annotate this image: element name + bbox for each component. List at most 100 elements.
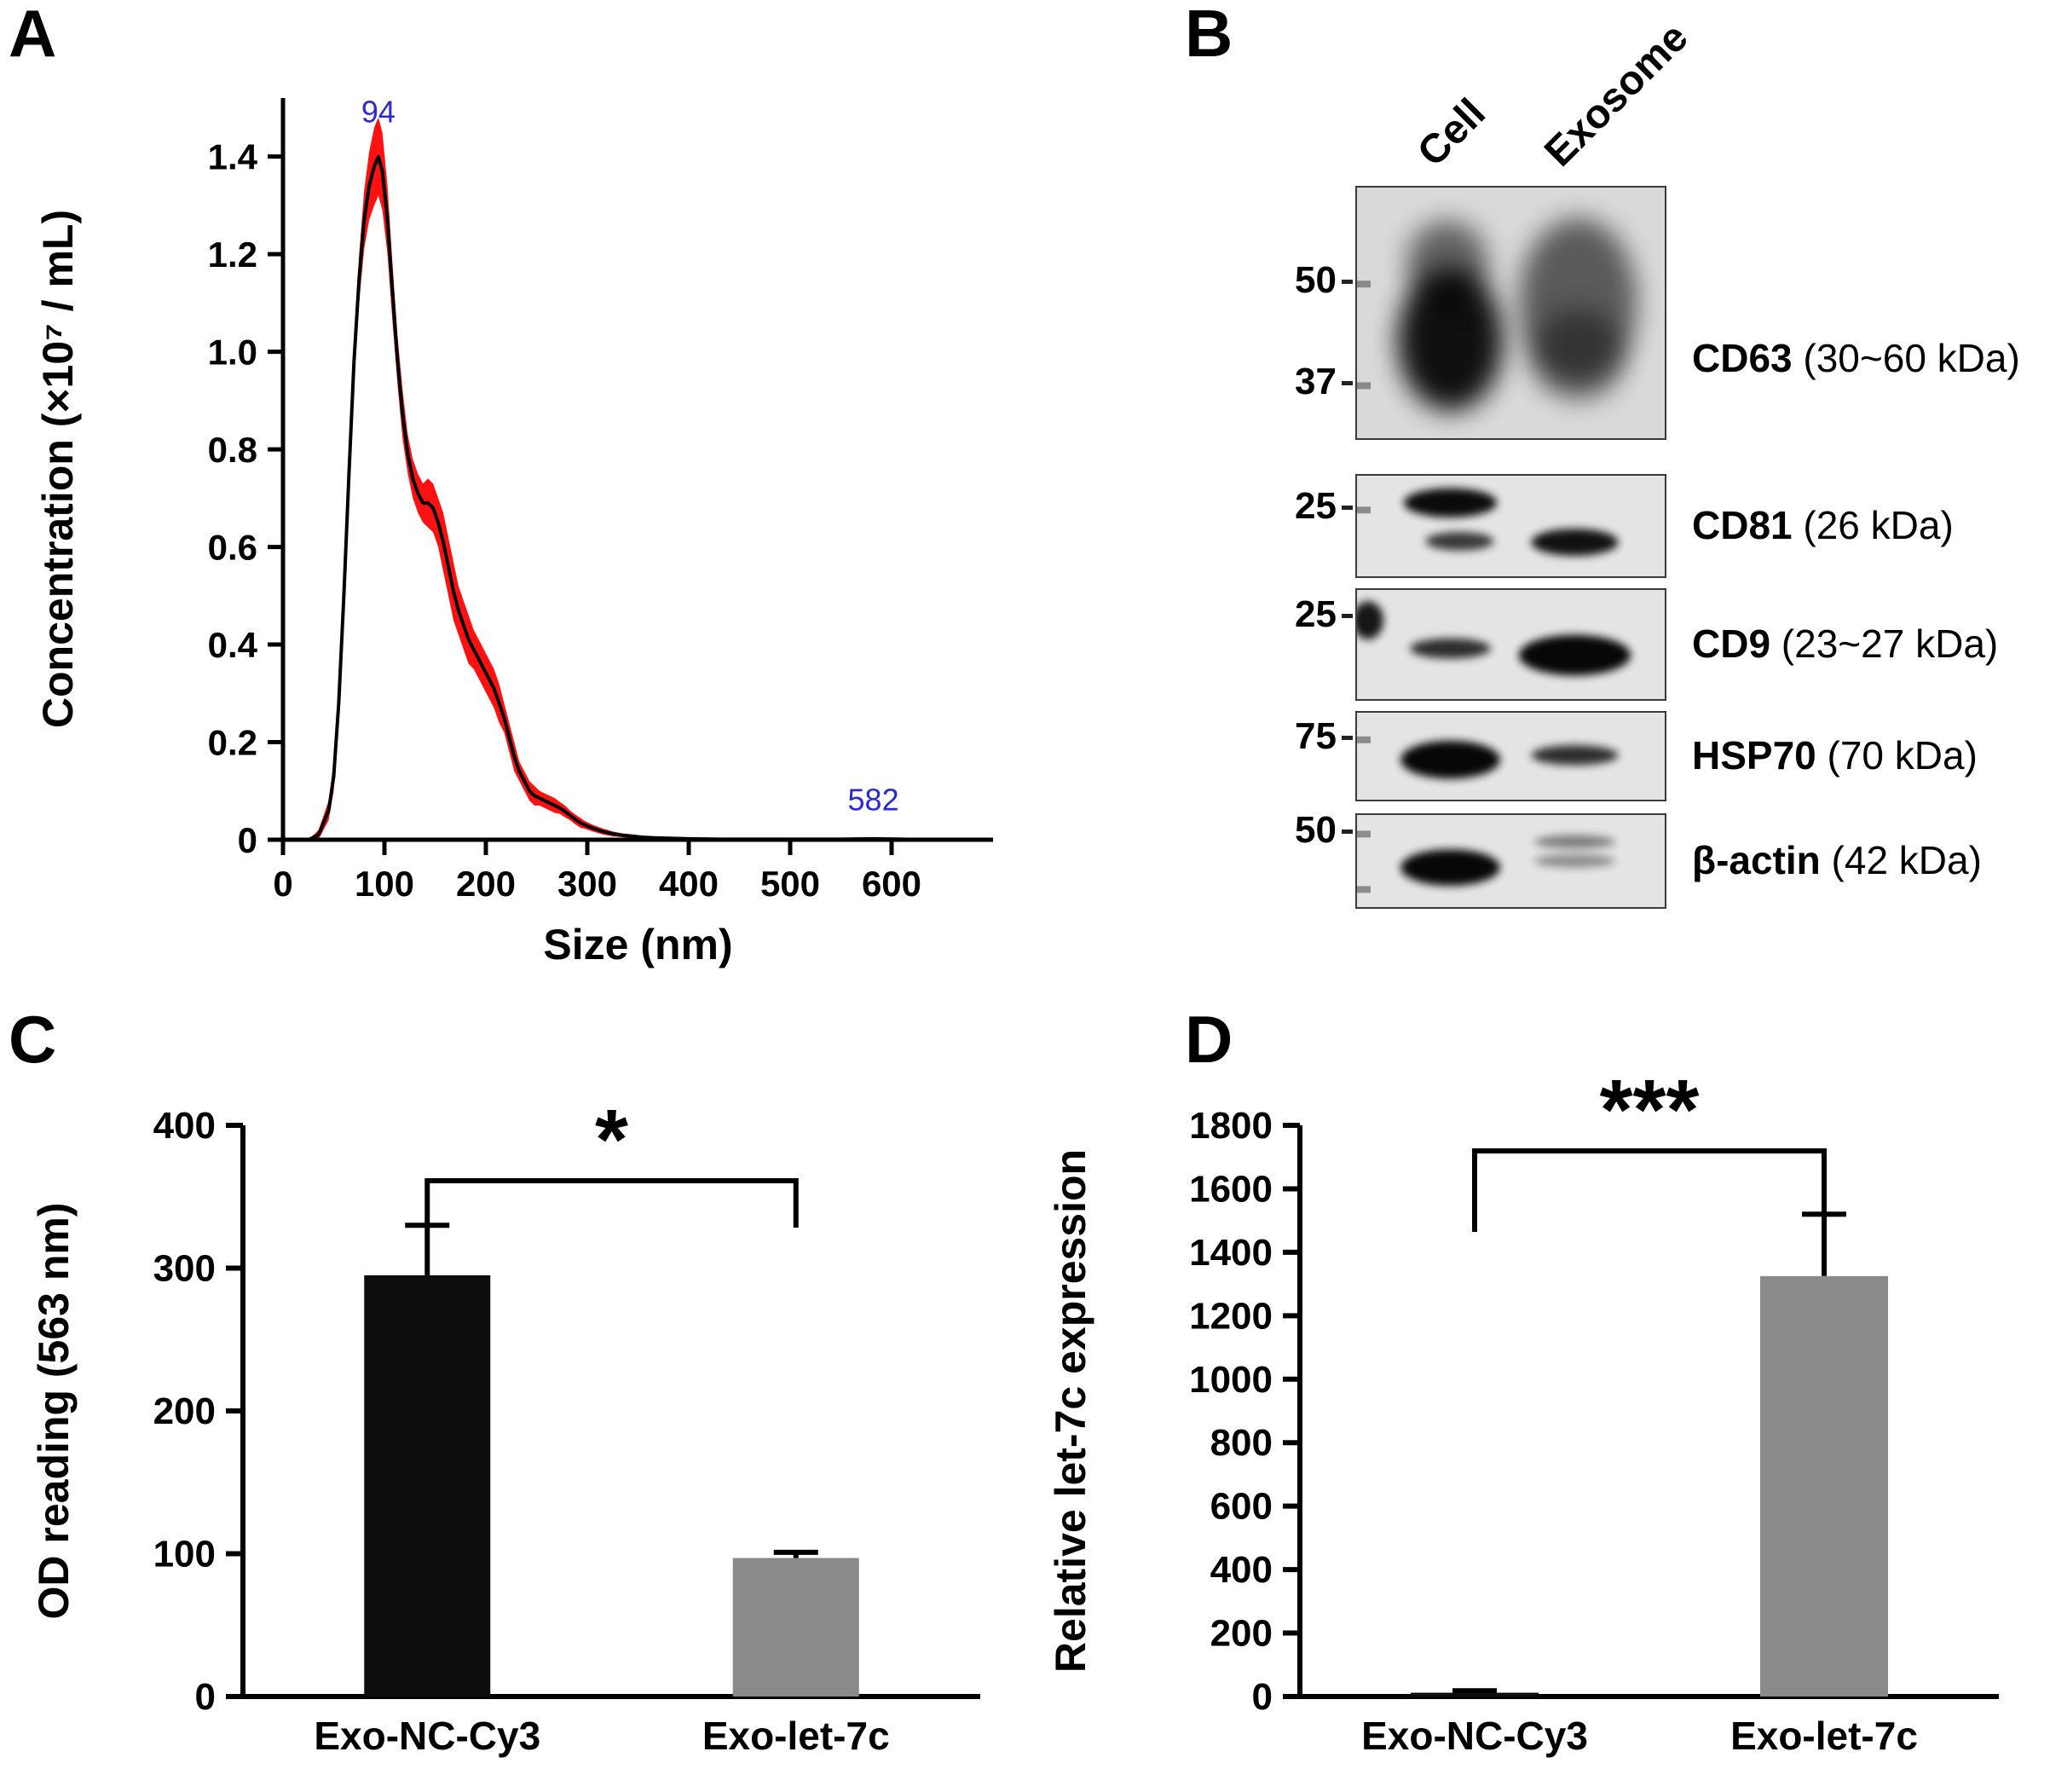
- panel-a-label: A: [9, 0, 57, 71]
- ladder-band: [1357, 601, 1384, 640]
- panel-c: C 0 100 200 300 400 Exo-NC-Cy3 Exo-let-7c * OD r…: [0, 1006, 1027, 1792]
- x-tick-label: 100: [355, 864, 414, 904]
- lane-label-cell: Cell: [1408, 90, 1494, 176]
- y-tick-label: 0.2: [208, 723, 257, 763]
- mw-tick: [1342, 280, 1353, 285]
- error-band: [308, 117, 943, 840]
- western-blot-area: Cell Exosome 50 37 CD63 (30~60 kDa) 25 CD81 (2…: [1027, 0, 2050, 997]
- category-label: Exo-NC-Cy3: [314, 1714, 540, 1758]
- protein-band: [1531, 309, 1625, 402]
- ladder-mark: [1357, 280, 1371, 288]
- protein-band: [1534, 835, 1615, 849]
- blot-bands-CD9: [1357, 601, 1631, 676]
- panel-b: B Cell Exosome 50 37 CD63 (30~60 kDa) 25 CD81 …: [1027, 0, 2050, 997]
- protein-band: [1403, 488, 1498, 517]
- x-tick-label: 400: [659, 864, 719, 904]
- nta-size-distribution-chart: 0 100 200 300 400 500 600 0 0.2 0.4 0.6 0.8 1.0 1.2 1.…: [34, 95, 993, 968]
- panel-a: A 0 100 200 300 400 500 600 0 0.2 0.4 0.6 0.8 1.0 1.2…: [0, 0, 1027, 997]
- blot-bands-CD63: [1357, 217, 1637, 412]
- protein-label-CD81: CD81 (26 kDa): [1692, 503, 1954, 547]
- ladder-mark: [1357, 506, 1371, 514]
- mw-tick: [1342, 506, 1353, 511]
- x-axis-title: Size (nm): [543, 921, 732, 968]
- blot-bands-HSP70: [1357, 736, 1619, 779]
- mw-label-50: 50: [1295, 259, 1337, 302]
- significance-stars: *: [595, 1092, 628, 1188]
- panel-d-label: D: [1185, 1002, 1233, 1077]
- blot-box-CD63: [1355, 186, 1666, 440]
- protein-name: CD9: [1692, 621, 1771, 666]
- blot-box-CD9: [1355, 588, 1666, 701]
- y-tick-label: 300: [153, 1248, 216, 1290]
- protein-band: [1425, 531, 1494, 551]
- y-tick-label: 1.4: [208, 137, 258, 177]
- y-axis-title: Concentration (×10⁷ / mL): [34, 210, 82, 728]
- y-tick-label: 1400: [1189, 1232, 1273, 1274]
- protein-band: [1397, 269, 1504, 412]
- panel-d: D 0 200 400 600 800 1000 1200 1400 1600 1800 Exo-N…: [1027, 1006, 2050, 1792]
- mw-tick: [1342, 830, 1353, 835]
- protein-label-CD63: CD63 (30~60 kDa): [1692, 335, 2020, 380]
- protein-label-β-actin: β-actin (42 kDa): [1692, 838, 1982, 882]
- x-tick-label: 300: [557, 864, 617, 904]
- blot-box-HSP70: [1355, 711, 1666, 801]
- lane-label-exosome: Exosome: [1536, 14, 1697, 176]
- protein-band: [1518, 634, 1631, 676]
- protein-band: [1534, 853, 1615, 868]
- mean-line: [307, 154, 943, 841]
- protein-label-CD9: CD9 (23~27 kDa): [1692, 621, 1999, 666]
- y-tick-label: 1800: [1189, 1105, 1273, 1147]
- mw-label-50: 50: [1295, 809, 1337, 852]
- protein-name: CD81: [1692, 503, 1793, 547]
- category-label: Exo-let-7c: [1730, 1714, 1918, 1758]
- protein-name: HSP70: [1692, 733, 1816, 777]
- bar-Exo-NC-Cy3: [1411, 1692, 1539, 1697]
- blot-box-β-actin: [1355, 813, 1666, 909]
- bar-Exo-let-7c: [732, 1558, 859, 1697]
- ladder-mark: [1357, 886, 1371, 893]
- protein-name: β-actin: [1692, 838, 1821, 882]
- mw-tick: [1342, 614, 1353, 618]
- x-tick-label: 500: [760, 864, 820, 904]
- od-reading-bar-chart: 0 100 200 300 400 Exo-NC-Cy3 Exo-let-7c * OD rea…: [30, 1092, 980, 1758]
- protein-band: [1531, 745, 1619, 766]
- ladder-mark: [1357, 830, 1371, 838]
- let7c-expression-bar-chart: 0 200 400 600 800 1000 1200 1400 1600 1800 Exo-NC-…: [1047, 1062, 1999, 1758]
- mw-tick: [1342, 735, 1353, 740]
- panel-c-label: C: [9, 1002, 57, 1077]
- blot-bands-CD81: [1357, 488, 1619, 556]
- category-label: Exo-let-7c: [702, 1714, 890, 1758]
- blot-bands-β-actin: [1357, 830, 1615, 893]
- ladder-mark: [1357, 382, 1371, 390]
- y-tick-label: 100: [153, 1534, 216, 1575]
- bar-Exo-let-7c: [1760, 1275, 1888, 1697]
- protein-band: [1400, 849, 1500, 886]
- protein-name: CD63: [1692, 335, 1793, 380]
- mw-label-37: 37: [1295, 361, 1337, 403]
- mw-label-75: 75: [1295, 714, 1337, 757]
- y-tick-label: 1.0: [208, 332, 257, 373]
- y-tick-label: 0.4: [208, 625, 258, 665]
- x-tick-label: 200: [456, 864, 516, 904]
- mw-label-25: 25: [1295, 593, 1337, 635]
- significance-bracket: [1472, 1148, 1827, 1232]
- mw-label-25: 25: [1295, 485, 1337, 528]
- y-tick-label: 600: [1210, 1486, 1273, 1528]
- protein-band: [1400, 740, 1500, 779]
- panel-b-label: B: [1185, 0, 1233, 71]
- y-tick-label: 1000: [1189, 1359, 1273, 1401]
- y-tick-label: 1600: [1189, 1168, 1273, 1210]
- protein-band: [1406, 220, 1488, 308]
- bar-Exo-NC-Cy3: [364, 1275, 491, 1697]
- peak-annotation: 582: [848, 783, 899, 818]
- protein-band: [1410, 638, 1491, 659]
- y-tick-label: 1200: [1189, 1295, 1273, 1337]
- y-tick-label: 200: [1210, 1613, 1273, 1655]
- y-tick-label: 0: [1252, 1676, 1273, 1718]
- y-tick-label: 0: [195, 1676, 216, 1718]
- protein-band: [1531, 529, 1619, 556]
- x-tick-label: 600: [862, 864, 921, 904]
- y-axis-title: Relative let-7c expression: [1047, 1149, 1094, 1673]
- mw-tick: [1342, 381, 1353, 386]
